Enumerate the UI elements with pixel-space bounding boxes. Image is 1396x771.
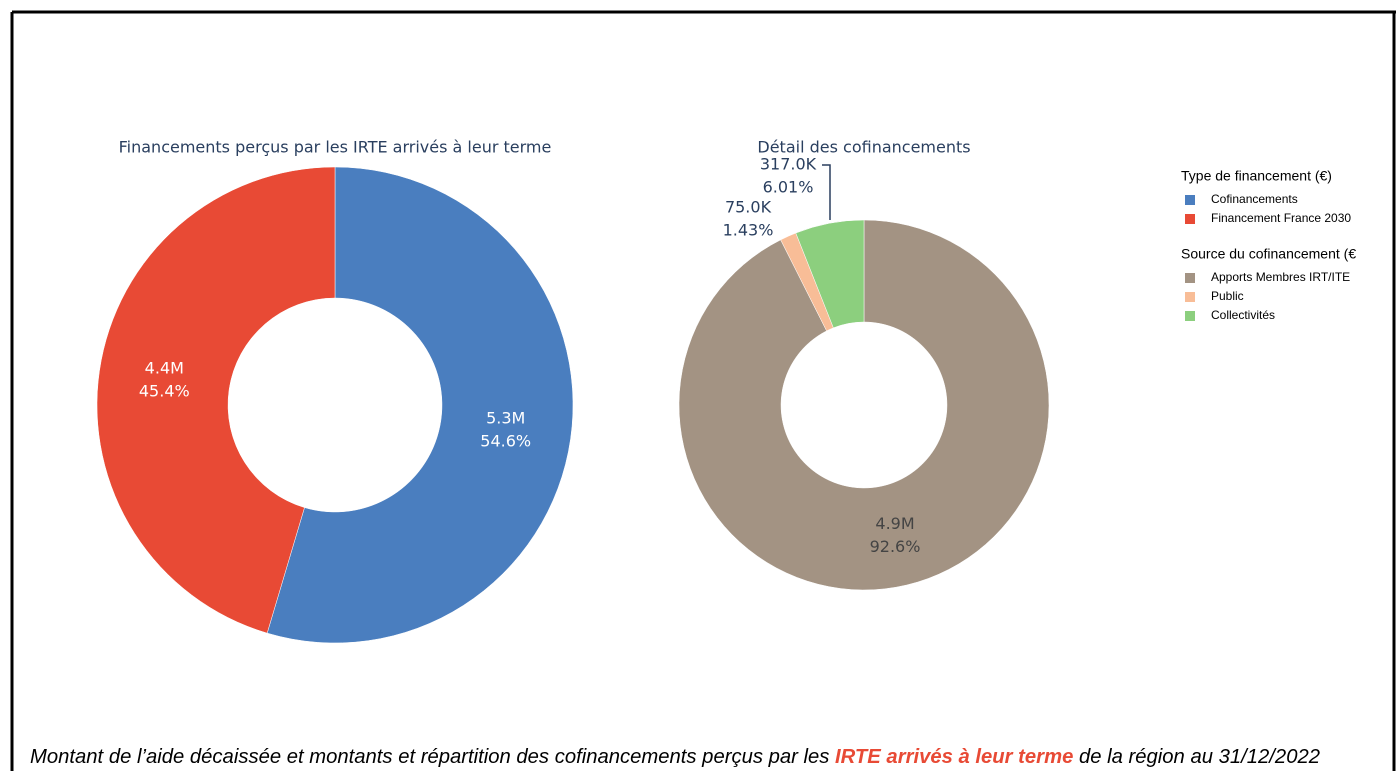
caption: Montant de l’aide décaissée et montants … [30,746,1320,768]
legend-swatch [1185,195,1195,205]
value-label: 4.9M [875,514,914,533]
legend-swatch [1185,214,1195,224]
pie-slice [266,166,574,644]
plot: Financements perçus par les IRTE arrivés… [96,138,1356,644]
caption-highlight: IRTE arrivés à leur terme [835,746,1073,768]
value-label: 317.0K [760,155,817,174]
value-label: 5.3M [486,408,525,427]
pie-title: Détail des cofinancements [757,138,970,157]
percent-label: 1.43% [723,221,774,240]
legend-item: Public [1211,289,1244,303]
legend-swatch [1185,311,1195,321]
legend-item: Apports Membres IRT/ITE [1211,270,1350,284]
legend-swatch [1185,292,1195,302]
leader-line [822,164,831,220]
pie-slice [795,219,865,329]
percent-label: 6.01% [763,178,814,197]
percent-label: 92.6% [870,537,921,556]
percent-label: 54.6% [480,431,531,450]
legend-item: Financement France 2030 [1211,211,1351,225]
legend-item: Collectivités [1211,308,1275,322]
value-label: 75.0K [725,198,772,217]
pie-slice [678,219,1050,591]
value-label: 4.4M [145,359,184,378]
legend-swatch [1185,273,1195,283]
legend-title: Type de financement (€) [1181,168,1332,184]
caption-text: Montant de l’aide décaissée et montants … [30,746,835,768]
caption-text: de la région au 31/12/2022 [1073,746,1320,768]
pie-title: Financements perçus par les IRTE arrivés… [119,138,552,157]
percent-label: 45.4% [139,382,190,401]
legend-item: Cofinancements [1211,192,1298,206]
legend-title: Source du cofinancement (€ [1181,246,1356,262]
